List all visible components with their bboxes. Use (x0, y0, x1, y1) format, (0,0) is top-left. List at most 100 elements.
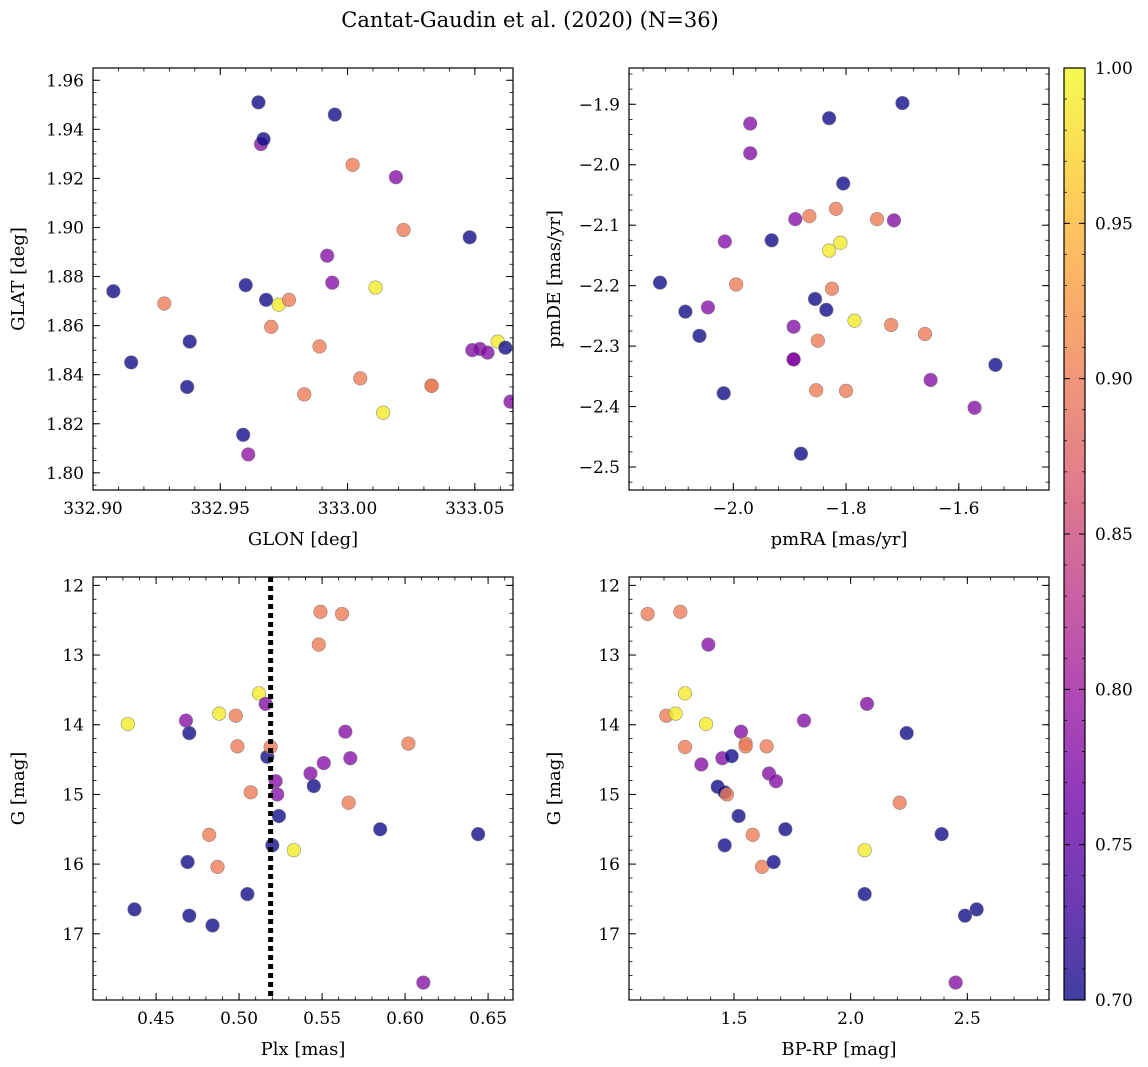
data-point (396, 222, 411, 238)
x-tick-label: −2.0 (713, 499, 754, 519)
data-point (238, 278, 253, 293)
data-point (822, 243, 837, 258)
data-point (724, 748, 739, 764)
y-axis-label: GLAT [deg] (8, 227, 29, 331)
x-tick-label: 333.00 (318, 499, 377, 519)
data-point (923, 372, 938, 388)
x-axis-label: pmRA [mas/yr] (771, 529, 908, 550)
data-point (498, 340, 513, 355)
data-point (462, 230, 477, 245)
data-point (717, 234, 732, 249)
y-axis-label: G [mag] (544, 752, 565, 825)
data-point (306, 778, 321, 794)
x-tick-label: 332.90 (63, 499, 122, 519)
points (106, 95, 530, 462)
data-point (251, 686, 267, 701)
data-point (416, 975, 431, 990)
data-point (230, 739, 245, 754)
data-point (717, 838, 732, 853)
data-point (503, 394, 513, 409)
data-point (258, 292, 274, 307)
y-tick-label: 1.86 (46, 317, 84, 337)
data-point (892, 795, 907, 810)
colorbar-tick-label: 0.80 (1095, 680, 1133, 700)
colorbar: 0.70 0.75 0.80 0.85 0.90 0.95 1.00 (1063, 59, 1133, 1011)
y-tick-label: −2.1 (579, 216, 620, 236)
data-point (256, 132, 271, 147)
scatter-panel-bottom-right: 1.5 2.0 2.5 12 13 14 15 16 17 BP-RP [mag] G [mag] (544, 576, 1050, 1060)
x-tick-label: −1.8 (825, 499, 866, 519)
data-point (917, 326, 933, 342)
x-tick-label: 332.95 (191, 499, 250, 519)
data-point (271, 808, 287, 824)
data-point (778, 822, 793, 837)
data-point (934, 827, 949, 842)
data-point (313, 604, 328, 619)
x-tick-label: 0.65 (469, 1009, 507, 1029)
axes-frame (92, 67, 514, 491)
data-point (802, 209, 817, 224)
data-point (240, 886, 255, 902)
data-point (701, 637, 716, 652)
data-point (764, 233, 779, 248)
data-point (180, 379, 195, 395)
data-point (743, 116, 758, 131)
x-tick-label: −1.6 (938, 499, 979, 519)
x-tick-label: 0.60 (386, 1009, 424, 1029)
data-point (786, 319, 801, 334)
x-tick-label: 0.45 (137, 1009, 175, 1029)
data-point (807, 291, 823, 307)
y-tick-label: −1.9 (579, 95, 620, 115)
y-tick-label: 15 (62, 785, 84, 805)
y-tick-label: 1.90 (46, 218, 84, 238)
data-point (345, 157, 360, 173)
data-point (969, 902, 984, 917)
data-point (838, 383, 854, 398)
data-point (729, 277, 744, 292)
y-axis-label: G [mag] (8, 752, 29, 825)
data-point (182, 908, 197, 923)
data-point (320, 248, 335, 263)
data-point (178, 713, 194, 728)
y-tick-label: 15 (598, 785, 620, 805)
data-point (243, 785, 258, 800)
data-point (766, 854, 781, 870)
data-point (120, 716, 135, 732)
axes-frame (628, 67, 1050, 491)
y-tick-label: 17 (598, 925, 620, 945)
scatter-panel-top-right: −2.0 −1.8 −1.6 −2.5 −2.4 −2.3 −2.2 −2.1 −2.0 −1.9… (544, 67, 1050, 550)
x-axis-label: GLON [deg] (248, 529, 358, 550)
data-point (471, 827, 486, 842)
y-tick-label: −2.2 (579, 277, 620, 297)
data-point (677, 739, 693, 755)
y-tick-label: 16 (62, 855, 84, 875)
data-point (388, 170, 404, 185)
data-point (673, 604, 688, 619)
colorbar-tick-label: 0.90 (1095, 370, 1133, 390)
y-tick-label: 12 (598, 576, 620, 596)
y-tick-label: 14 (598, 716, 620, 736)
data-point (967, 400, 982, 415)
points (652, 95, 1003, 461)
data-point (652, 275, 668, 290)
data-point (311, 637, 326, 652)
scatter-panel-top-left: 332.90 332.95 333.00 333.05 1.80 1.82 1.84 1.86… (8, 67, 530, 550)
data-point (286, 843, 301, 858)
y-tick-label: 13 (598, 646, 620, 666)
data-point (957, 908, 973, 923)
data-point (668, 706, 683, 721)
data-point (182, 725, 197, 741)
data-point (809, 383, 824, 398)
data-point (127, 902, 142, 917)
data-point (312, 339, 327, 354)
data-point (516, 234, 530, 248)
axes-frame (628, 576, 1050, 1001)
y-tick-label: −2.4 (579, 398, 620, 418)
y-tick-label: 1.82 (46, 415, 84, 435)
y-axis-label: pmDE [mas/yr] (544, 210, 565, 348)
axes-frame (92, 576, 514, 1001)
data-point (793, 446, 809, 461)
data-point (180, 854, 195, 870)
data-point (212, 706, 227, 721)
data-point (334, 606, 350, 622)
